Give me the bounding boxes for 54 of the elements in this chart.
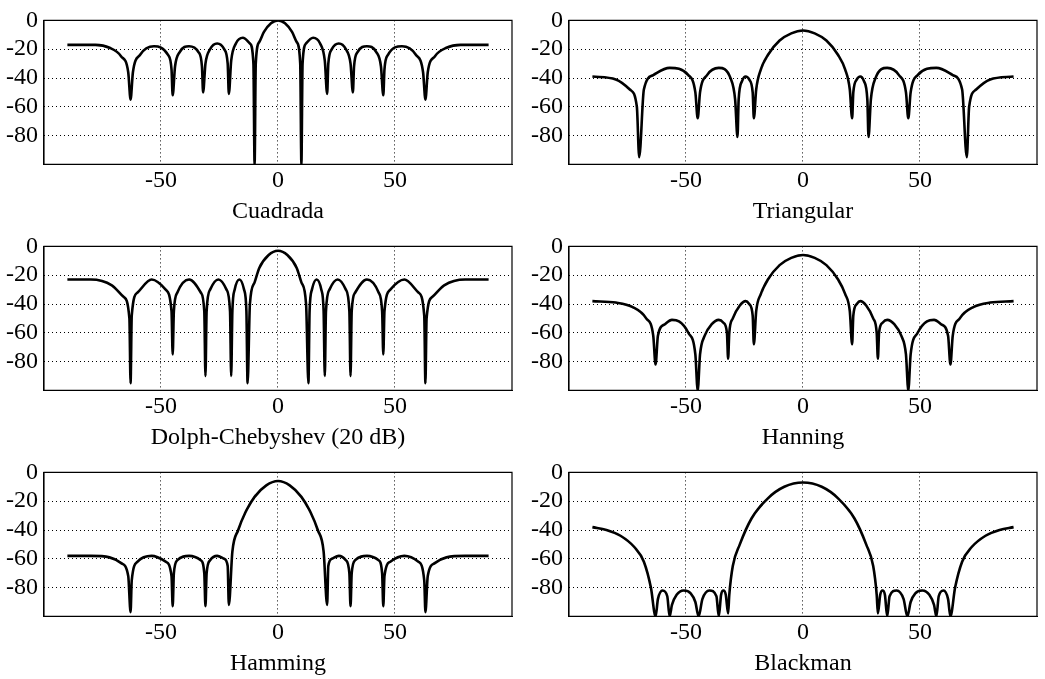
- x-axis-title: Triangular: [752, 196, 854, 223]
- y-tick-label: -80: [5, 120, 38, 147]
- x-axis-title: Hamming: [230, 648, 326, 675]
- x-tick-label: 0: [797, 618, 809, 645]
- y-tick-label: -40: [530, 289, 563, 316]
- y-tick-label: 0: [550, 457, 563, 484]
- x-tick-label: 0: [272, 392, 284, 419]
- x-tick-label: 50: [383, 166, 407, 193]
- x-tick-label: 50: [383, 392, 407, 419]
- y-tick-label: -60: [5, 544, 38, 571]
- y-tick-label: -60: [5, 318, 38, 345]
- x-axis-title: Cuadrada: [232, 196, 325, 223]
- y-tick-label: -80: [530, 346, 563, 373]
- x-tick-label: -50: [669, 166, 702, 193]
- x-tick-label: -50: [144, 392, 177, 419]
- x-tick-label: -50: [669, 392, 702, 419]
- x-tick-label: -50: [144, 166, 177, 193]
- x-axis-title: Blackman: [754, 648, 852, 675]
- y-tick-label: 0: [25, 5, 38, 32]
- y-tick-label: -20: [5, 34, 38, 61]
- y-tick-label: 0: [550, 5, 563, 32]
- y-tick-label: -20: [530, 260, 563, 287]
- x-tick-label: 50: [908, 166, 932, 193]
- y-tick-label: -40: [530, 515, 563, 542]
- y-tick-label: -60: [5, 92, 38, 119]
- y-tick-label: -20: [5, 260, 38, 287]
- y-tick-label: -20: [530, 486, 563, 513]
- x-tick-label: 0: [797, 392, 809, 419]
- y-tick-label: -20: [5, 486, 38, 513]
- x-axis-title: Dolph-Chebyshev (20 dB): [150, 422, 406, 449]
- x-tick-label: -50: [144, 618, 177, 645]
- y-tick-label: -80: [5, 346, 38, 373]
- y-tick-label: -60: [530, 544, 563, 571]
- y-tick-label: -20: [530, 34, 563, 61]
- x-tick-label: -50: [669, 618, 702, 645]
- x-tick-label: 50: [908, 392, 932, 419]
- y-tick-label: -60: [530, 318, 563, 345]
- x-tick-label: 50: [908, 618, 932, 645]
- y-tick-label: -80: [530, 120, 563, 147]
- y-tick-label: -40: [5, 515, 38, 542]
- x-tick-label: 0: [797, 166, 809, 193]
- y-tick-label: -40: [530, 63, 563, 90]
- y-tick-label: 0: [550, 231, 563, 258]
- x-tick-label: 0: [272, 166, 284, 193]
- x-tick-label: 0: [272, 618, 284, 645]
- x-tick-label: 50: [383, 618, 407, 645]
- y-tick-label: -80: [5, 572, 38, 599]
- y-tick-label: 0: [25, 457, 38, 484]
- y-tick-label: -40: [5, 63, 38, 90]
- y-tick-label: 0: [25, 231, 38, 258]
- y-tick-label: -60: [530, 92, 563, 119]
- x-axis-title: Hanning: [761, 422, 845, 449]
- y-tick-label: -40: [5, 289, 38, 316]
- y-tick-label: -80: [530, 572, 563, 599]
